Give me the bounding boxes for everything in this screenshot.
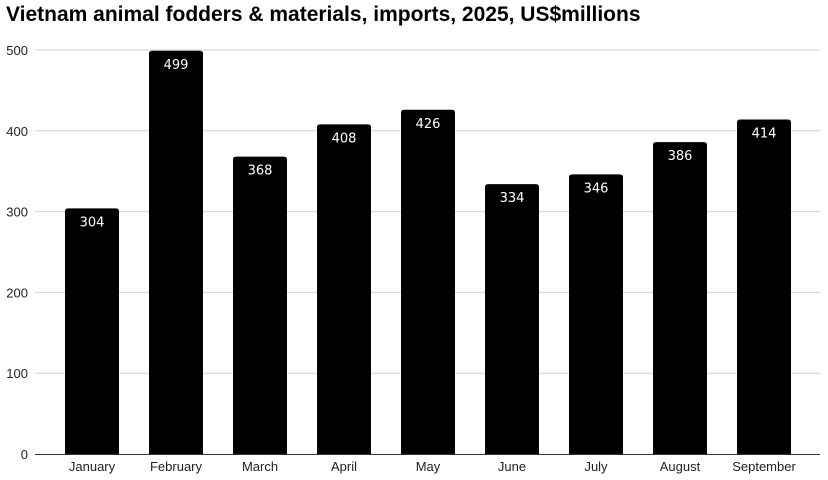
bar bbox=[737, 119, 791, 454]
bar bbox=[485, 184, 539, 455]
y-tick-label: 400 bbox=[6, 124, 28, 139]
bar bbox=[149, 50, 203, 455]
chart-title: Vietnam animal fodders & materials, impo… bbox=[6, 3, 641, 26]
x-tick-label: February bbox=[150, 459, 203, 474]
data-label: 304 bbox=[80, 215, 105, 230]
data-label: 386 bbox=[668, 149, 693, 164]
x-tick-label: September bbox=[732, 459, 796, 474]
x-tick-label: March bbox=[242, 459, 278, 474]
data-label: 346 bbox=[584, 181, 609, 196]
x-tick-label: May bbox=[416, 459, 441, 474]
x-tick-label: July bbox=[584, 459, 608, 474]
data-label: 414 bbox=[752, 126, 777, 141]
bar bbox=[233, 156, 287, 454]
bar bbox=[653, 142, 707, 454]
data-label: 368 bbox=[248, 164, 273, 179]
y-tick-label: 300 bbox=[6, 205, 28, 220]
x-tick-label: June bbox=[498, 459, 526, 474]
x-tick-label: January bbox=[69, 459, 116, 474]
data-label: 334 bbox=[500, 191, 525, 206]
bar bbox=[401, 109, 455, 455]
y-tick-label: 0 bbox=[21, 447, 28, 462]
bar bbox=[65, 208, 119, 454]
x-tick-label: April bbox=[331, 459, 357, 474]
y-tick-label: 100 bbox=[6, 366, 28, 381]
y-tick-label: 500 bbox=[6, 43, 28, 58]
y-tick-label: 200 bbox=[6, 285, 28, 300]
bar bbox=[317, 124, 371, 454]
data-label: 499 bbox=[164, 58, 189, 73]
bar bbox=[569, 174, 623, 454]
data-label: 426 bbox=[416, 117, 441, 132]
data-label: 408 bbox=[332, 131, 357, 146]
x-tick-label: August bbox=[660, 459, 701, 474]
